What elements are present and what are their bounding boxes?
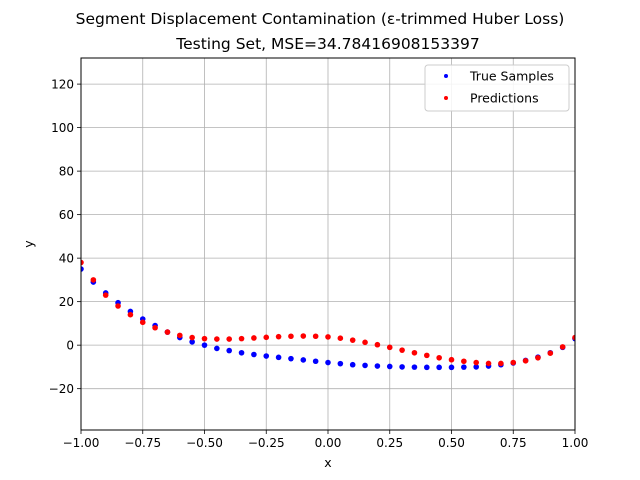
- point-predictions: [436, 354, 442, 361]
- grid: [80, 58, 576, 430]
- point-predictions: [300, 333, 307, 339]
- series-predictions: [81, 259, 575, 367]
- y-tick-label: 80: [59, 165, 74, 179]
- point-predictions: [411, 349, 418, 356]
- point-predictions: [399, 347, 405, 353]
- legend-label-true-samples: True Samples: [469, 69, 554, 84]
- legend: True Samples Predictions: [424, 64, 570, 112]
- point-predictions: [374, 341, 381, 348]
- point-predictions: [139, 319, 146, 326]
- point-predictions: [572, 334, 575, 341]
- x-tick-label: 0.25: [376, 436, 403, 450]
- point-predictions: [510, 359, 517, 366]
- point-true-samples: [81, 266, 84, 272]
- x-tick-label: 0.00: [315, 436, 342, 450]
- point-predictions: [115, 303, 121, 309]
- x-tick-label: −0.25: [248, 436, 285, 450]
- y-tick-label: 100: [51, 121, 74, 135]
- point-predictions: [263, 334, 270, 341]
- legend-box: [424, 64, 570, 112]
- point-predictions: [177, 332, 183, 339]
- point-predictions: [275, 333, 282, 340]
- point-predictions: [337, 335, 344, 341]
- y-tick-label: 40: [59, 252, 74, 266]
- y-axis-label: y: [21, 240, 36, 248]
- x-tick-label: −1.00: [63, 436, 100, 450]
- point-true-samples: [448, 364, 455, 371]
- point-true-samples: [362, 362, 368, 369]
- point-true-samples: [300, 357, 307, 363]
- point-true-samples: [399, 364, 405, 370]
- x-tick-label: −0.75: [124, 436, 161, 450]
- point-predictions: [312, 333, 319, 340]
- point-true-samples: [349, 361, 356, 368]
- y-tick-label: 60: [59, 208, 74, 222]
- point-true-samples: [312, 358, 319, 365]
- y-tick-label: 120: [51, 78, 74, 92]
- point-predictions: [238, 335, 245, 342]
- x-tick-label: 1.00: [562, 436, 589, 450]
- legend-marker-predictions: [444, 96, 448, 100]
- point-predictions: [535, 354, 541, 361]
- point-predictions: [226, 336, 232, 342]
- point-predictions: [251, 335, 257, 341]
- point-predictions: [325, 334, 331, 340]
- y-tick-label: 0: [66, 339, 74, 353]
- point-true-samples: [424, 364, 430, 371]
- point-predictions: [81, 259, 84, 266]
- y-tick-label: −20: [49, 382, 74, 396]
- x-axis-label: x: [324, 455, 331, 470]
- point-true-samples: [189, 339, 195, 345]
- x-tick-label: −0.50: [186, 436, 223, 450]
- point-true-samples: [201, 342, 208, 348]
- plot-area: [81, 259, 575, 371]
- x-tick-label: 0.75: [500, 436, 527, 450]
- point-predictions: [90, 277, 97, 283]
- chart-title: Segment Displacement Contamination (ε-tr…: [76, 10, 565, 28]
- legend-marker-true-samples: [444, 74, 448, 78]
- point-predictions: [189, 334, 195, 341]
- point-predictions: [424, 352, 430, 359]
- point-predictions: [152, 324, 158, 331]
- point-true-samples: [374, 363, 381, 369]
- point-true-samples: [226, 347, 232, 354]
- point-predictions: [448, 356, 455, 363]
- point-predictions: [386, 344, 393, 351]
- point-predictions: [102, 292, 109, 298]
- point-true-samples: [386, 363, 393, 370]
- x-tick-label: 0.50: [438, 436, 465, 450]
- point-predictions: [288, 333, 294, 340]
- point-true-samples: [251, 351, 257, 358]
- point-predictions: [522, 358, 529, 364]
- point-predictions: [164, 329, 171, 335]
- point-true-samples: [288, 355, 294, 362]
- point-true-samples: [263, 353, 270, 359]
- point-true-samples: [325, 359, 331, 366]
- point-predictions: [127, 311, 134, 318]
- point-predictions: [559, 344, 566, 350]
- point-predictions: [214, 336, 220, 342]
- point-true-samples: [411, 364, 418, 370]
- point-predictions: [362, 339, 368, 346]
- chart-subtitle: Testing Set, MSE=34.78416908153397: [175, 35, 479, 53]
- point-true-samples: [461, 364, 467, 370]
- y-tick-label: 20: [59, 295, 74, 309]
- point-predictions: [473, 359, 480, 366]
- point-predictions: [498, 360, 504, 367]
- point-true-samples: [473, 364, 480, 370]
- point-predictions: [349, 337, 356, 343]
- legend-label-predictions: Predictions: [470, 91, 539, 106]
- point-predictions: [485, 360, 492, 367]
- point-predictions: [201, 335, 208, 342]
- point-true-samples: [275, 354, 282, 361]
- point-true-samples: [337, 360, 344, 367]
- point-true-samples: [436, 364, 442, 371]
- point-true-samples: [238, 349, 245, 356]
- ticks: −1.00 −0.75 −0.50 −0.25 0.00 0.25 0.50 0.75 1.00…: [49, 78, 589, 450]
- point-predictions: [547, 350, 554, 357]
- point-predictions: [461, 358, 467, 365]
- point-true-samples: [214, 345, 220, 352]
